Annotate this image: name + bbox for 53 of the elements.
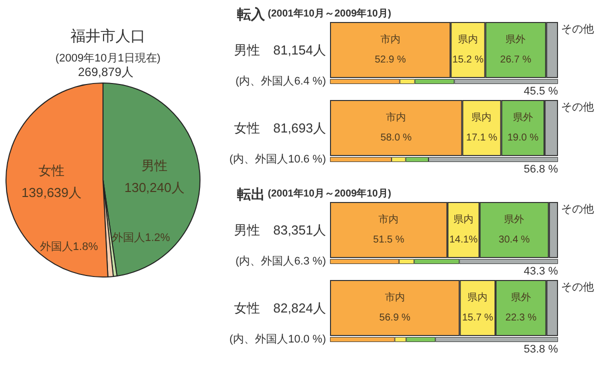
data-label: 52.9 % [374,54,406,66]
text: 139,639人 [22,184,82,200]
series-label: 市内 [386,112,406,124]
series-label: 県外 [512,112,533,124]
data-label: 51.5 % [373,234,404,246]
series-label: その他 [561,282,594,294]
y-tick-label: (内、外国人10.0 %) [229,332,326,346]
chart-title: 転入 [236,6,266,22]
series-label: 市内 [380,34,400,46]
y-tick-label: (内、外国人10.6 %) [229,152,326,166]
y-tick-label: 男性 83,351人 [234,222,326,238]
series-label: その他 [561,24,594,36]
data-label: 22.3 % [505,312,537,324]
data-label: 19.0 % [507,132,539,144]
chart-title: 福井市人口 [70,28,146,45]
data-label: 56.8 % [524,164,558,176]
text: 269,879人 [78,65,134,79]
data-label: 26.7 % [500,54,532,66]
y-tick-label: 女性 81,693人 [234,120,326,136]
series-label: 市内 [378,214,399,226]
series-label: その他 [561,204,594,216]
data-label: 15.7 % [462,312,494,324]
slice-label: 男性 [141,158,168,173]
data-label: 53.8 % [524,344,558,356]
y-tick-label: 男性 81,154人 [234,42,326,58]
y-tick-label: (内、外国人6.3 %) [236,254,326,268]
data-label: 14.1% [449,234,478,246]
series-label: 県内 [468,292,488,304]
category-label: 外国人1.2% [112,232,170,244]
series-label: その他 [561,102,594,114]
data-label: 15.2 % [452,54,484,66]
chart-subtitle: (2009年10月1日現在) [55,52,161,64]
data-label: 43.3 % [524,266,558,278]
series-label: 県内 [453,214,474,226]
series-label: 県内 [458,34,478,46]
series-label: 県内 [472,112,492,124]
chart-subtitle: (2001年10月～2009年10月) [265,8,392,20]
data-label: 30.4 % [498,234,530,246]
chart-subtitle: (2001年10月～2009年10月) [265,188,392,200]
category-label: 外国人1.8% [40,241,98,253]
data-label: 45.5 % [524,86,558,98]
data-label: 56.9 % [379,312,411,324]
text: 130,240人 [124,180,184,195]
series-label: 県外 [506,34,526,46]
series-label: 県外 [510,292,531,304]
series-label: 県外 [504,214,524,226]
data-label: 17.1 % [466,132,498,144]
chart-title: 転出 [236,186,265,202]
y-tick-label: (内、外国人6.4 %) [236,74,326,88]
series-label: 市内 [384,292,405,304]
data-label: 58.0 % [380,132,412,144]
slice-label: 女性 [38,162,65,178]
y-tick-label: 女性 82,824人 [234,300,326,316]
